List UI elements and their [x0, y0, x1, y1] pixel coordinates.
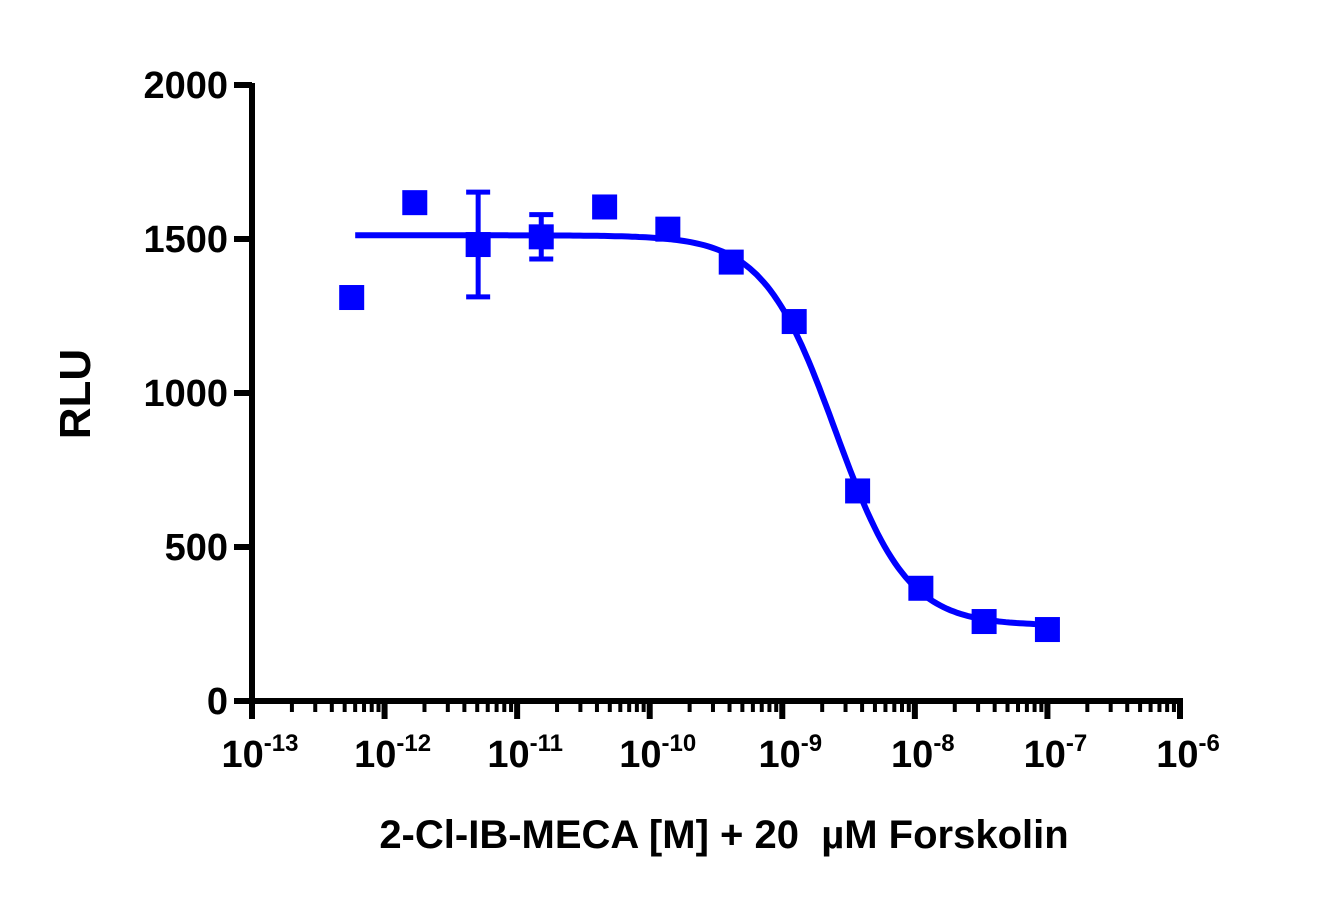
data-point — [402, 190, 428, 216]
data-point — [1034, 617, 1060, 643]
x-tick-label: 10-10 — [619, 730, 696, 776]
data-point — [781, 309, 807, 335]
x-tick-label: 10-13 — [222, 730, 299, 776]
square-marker — [971, 609, 997, 635]
square-marker — [845, 478, 871, 504]
x-axis-label: 2-Cl-IB-MECA [M] + 20 µM Forskolin — [379, 813, 1068, 857]
y-tick-label: 500 — [165, 527, 228, 569]
data-point — [718, 249, 744, 275]
x-tick-label: 10-6 — [1156, 730, 1220, 776]
square-marker — [1034, 617, 1060, 643]
axes: 0 500 1000 1500 2000 10-13 10-12 10-11 10-10 10-9… — [143, 65, 1219, 776]
data-point — [528, 212, 554, 262]
data-point — [592, 194, 618, 220]
square-marker — [465, 232, 491, 258]
x-tick-label: 10-8 — [891, 730, 955, 776]
square-marker — [781, 309, 807, 335]
x-tick-label: 10-12 — [354, 730, 431, 776]
y-axis-label: RLU — [51, 349, 100, 439]
y-tick-label: 1000 — [143, 373, 228, 415]
data-point — [465, 189, 491, 300]
y-tick-label: 0 — [207, 681, 228, 723]
data-points-layer — [339, 189, 1060, 643]
data-point — [655, 216, 681, 242]
x-tick-label: 10-11 — [487, 730, 563, 776]
data-point — [971, 609, 997, 635]
data-point — [908, 575, 934, 601]
square-marker — [655, 216, 681, 242]
square-marker — [592, 194, 618, 220]
square-marker — [718, 249, 744, 275]
fit-curve — [355, 232, 1048, 628]
square-marker — [908, 575, 934, 601]
square-marker — [339, 285, 365, 311]
square-marker — [528, 224, 554, 250]
y-tick-label: 1500 — [143, 219, 228, 261]
square-marker — [402, 190, 428, 216]
fit-curve-layer — [355, 232, 1048, 628]
x-tick-label: 10-7 — [1024, 730, 1088, 776]
x-tick-label: 10-9 — [758, 730, 822, 776]
data-point — [339, 285, 365, 311]
y-tick-label: 2000 — [143, 65, 228, 107]
data-point — [845, 478, 871, 504]
